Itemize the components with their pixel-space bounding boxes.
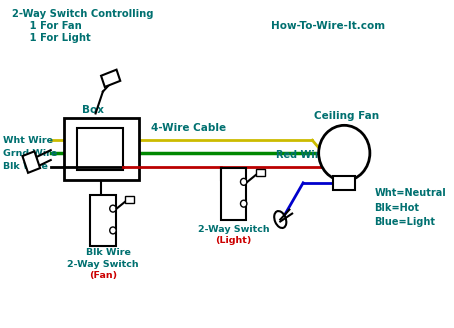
- Text: Wht=Neutral
Blk=Hot
Blue=Light: Wht=Neutral Blk=Hot Blue=Light: [375, 188, 446, 227]
- Text: 2-Way Switch: 2-Way Switch: [67, 260, 138, 269]
- Text: 2-Way Switch Controlling: 2-Way Switch Controlling: [12, 9, 154, 19]
- Text: How-To-Wire-It.com: How-To-Wire-It.com: [271, 21, 385, 31]
- Circle shape: [241, 178, 247, 185]
- Text: 1 For Fan: 1 For Fan: [12, 21, 82, 31]
- Bar: [125, 196, 134, 203]
- Ellipse shape: [274, 211, 286, 228]
- Text: 1 For Light: 1 For Light: [12, 33, 91, 43]
- Circle shape: [241, 200, 247, 207]
- Bar: [333, 176, 355, 190]
- Bar: [64, 118, 138, 180]
- Bar: [256, 169, 265, 176]
- Text: (Fan): (Fan): [89, 271, 117, 280]
- Text: Blk Wire: Blk Wire: [3, 162, 48, 172]
- Circle shape: [319, 125, 370, 181]
- Text: Grnd Wire: Grnd Wire: [3, 149, 58, 157]
- Text: Wht Wire: Wht Wire: [3, 136, 53, 145]
- Circle shape: [110, 227, 116, 234]
- Bar: [101, 70, 120, 87]
- Bar: [90, 195, 116, 246]
- Text: Box: Box: [82, 105, 104, 115]
- Circle shape: [110, 205, 116, 212]
- Text: Ceiling Fan: Ceiling Fan: [314, 112, 379, 121]
- Text: 2-Way Switch: 2-Way Switch: [198, 225, 270, 235]
- Text: 4-Wire Cable: 4-Wire Cable: [151, 123, 227, 133]
- Text: (Light): (Light): [216, 236, 252, 245]
- Bar: [77, 128, 123, 170]
- Text: Red Wire: Red Wire: [276, 150, 326, 160]
- Bar: [22, 151, 40, 173]
- Bar: [221, 168, 247, 219]
- Text: Blk Wire: Blk Wire: [85, 248, 130, 257]
